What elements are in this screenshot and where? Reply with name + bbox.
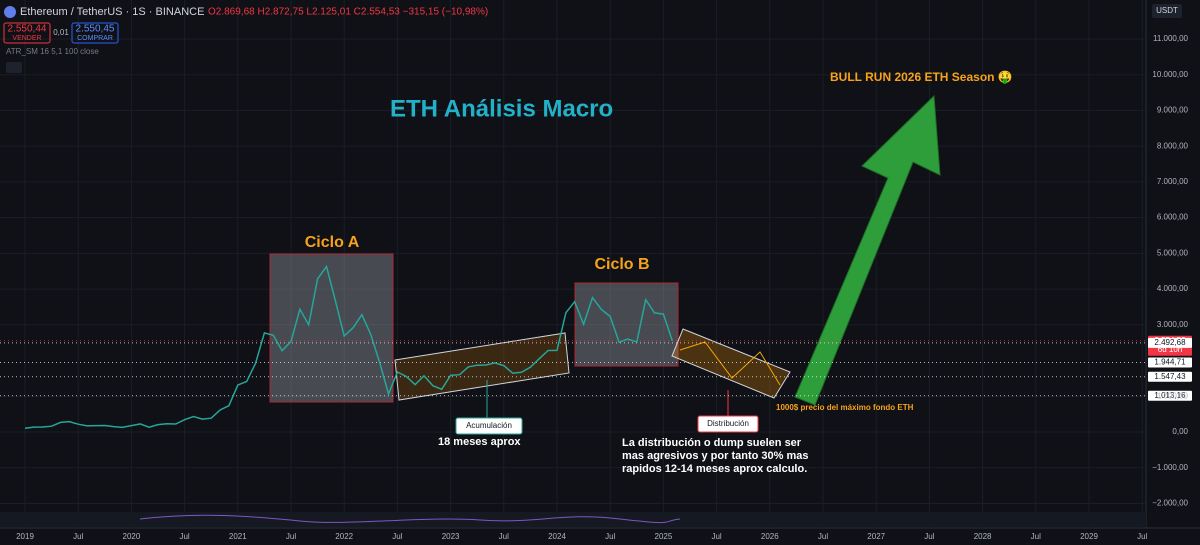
bottom-note: 1000$ precio del máximo fondo ETH (776, 403, 914, 412)
buy-label: COMPRAR (77, 35, 113, 42)
time-tick-label: 2023 (442, 532, 460, 541)
bull-arrow (794, 94, 941, 406)
time-tick-label: Jul (73, 532, 83, 541)
time-tick-label: Jul (1031, 532, 1041, 541)
levels: 2.554,536d 10h2.492,681.944,711.547,431.… (0, 335, 1192, 401)
level-label: 1.013,16 (1154, 391, 1186, 400)
time-tick-label: Jul (179, 532, 189, 541)
level-tag (1148, 390, 1192, 401)
eth-icon (4, 6, 16, 18)
cycle-b-label: Ciclo B (594, 256, 649, 273)
time-tick-label: Jul (924, 532, 934, 541)
level-tag (1148, 337, 1192, 348)
price-tick-label: 5.000,00 (1157, 248, 1189, 257)
cycle-a-box (269, 253, 394, 403)
accumulation-tag (455, 417, 523, 435)
time-tick-label: Jul (392, 532, 402, 541)
price-tick-label: 0,00 (1172, 427, 1188, 436)
distribution-note: mas agresivos y por tanto 30% mas (622, 450, 808, 462)
sell-button[interactable] (3, 22, 51, 44)
distribution-path (679, 341, 781, 386)
time-tick-label: 2022 (335, 532, 353, 541)
level-label: 2.492,68 (1154, 338, 1186, 347)
time-tick-label: Jul (286, 532, 296, 541)
price-series (24, 264, 674, 429)
price-tick-label: 10.000,00 (1152, 70, 1188, 79)
price-tick-label: 6.000,00 (1157, 213, 1189, 222)
time-tick-label: 2019 (16, 532, 34, 541)
level-sub: 6d 10h (1158, 345, 1182, 354)
sell-price: 2.550,44 (8, 24, 47, 35)
rsi-pane (0, 512, 1146, 527)
level-tag (1148, 371, 1192, 382)
price-tick-label: 7.000,00 (1157, 177, 1189, 186)
time-tick-label: 2020 (123, 532, 141, 541)
currency-button[interactable] (1152, 4, 1182, 18)
accumulation-channel (394, 332, 570, 401)
time-tick-label: Jul (1137, 532, 1147, 541)
accumulation-note: 18 meses aprox (438, 436, 521, 448)
title: ETH Análisis Macro (390, 95, 613, 122)
price-tick-label: 1.000,00 (1157, 391, 1189, 400)
symbol: Ethereum / TetherUS · 1S · BINANCE (20, 6, 204, 18)
buy-button[interactable] (71, 22, 119, 44)
accumulation-label: Acumulación (466, 421, 512, 430)
level-label: 1.944,71 (1154, 358, 1186, 367)
price-tick-label: −1.000,00 (1152, 463, 1188, 472)
bull-run-label: BULL RUN 2026 ETH Season 🤑 (830, 70, 1013, 84)
time-tick-label: Jul (499, 532, 509, 541)
buy-price: 2.550,45 (76, 24, 115, 35)
cycle-a-label: Ciclo A (305, 234, 360, 251)
time-tick-label: 2026 (761, 532, 779, 541)
price-tick-label: 11.000,00 (1153, 34, 1189, 43)
price-tick-label: 9.000,00 (1157, 106, 1189, 115)
time-tick-label: Jul (605, 532, 615, 541)
time-tick-label: 2021 (229, 532, 247, 541)
time-tick-label: Jul (711, 532, 721, 541)
collapse-button[interactable] (6, 62, 22, 73)
ohlc: O2.869,68 H2.872,75 L2.125,01 C2.554,53 … (208, 7, 488, 18)
distribution-tag (697, 415, 759, 433)
currency: USDT (1156, 6, 1178, 15)
price-tick-label: −2.000,00 (1152, 499, 1188, 508)
time-tick-label: 2025 (655, 532, 673, 541)
time-tick-label: 2024 (548, 532, 566, 541)
price-tick-label: 4.000,00 (1157, 284, 1189, 293)
level-label: 1.547,43 (1154, 372, 1186, 381)
distribution-label: Distribución (707, 419, 749, 428)
level-tag (1148, 357, 1192, 368)
price-tick-label: 3.000,00 (1157, 320, 1189, 329)
time-axis: 2019 Jul 2020 Jul 2021 Jul 2022 Jul 2023 Jul 2024 J… (16, 532, 1147, 541)
spread: 0,01 (53, 28, 69, 37)
time-tick-label: Jul (818, 532, 828, 541)
distribution-note: La distribución o dump suelen ser (622, 437, 802, 449)
indicator: ATR_SM 16 5,1 100 close (6, 47, 99, 56)
time-tick-label: 2028 (974, 532, 992, 541)
time-tick-label: 2029 (1080, 532, 1098, 541)
price-tick-label: 8.000,00 (1157, 141, 1189, 150)
time-tick-label: 2027 (867, 532, 885, 541)
sell-label: VENDER (12, 35, 41, 42)
grid (0, 0, 1146, 528)
distribution-note: rapidos 12-14 meses aprox calculo. (622, 463, 807, 475)
cycle-b-box (574, 282, 679, 367)
rsi-line (139, 514, 681, 524)
price-line (24, 264, 674, 429)
